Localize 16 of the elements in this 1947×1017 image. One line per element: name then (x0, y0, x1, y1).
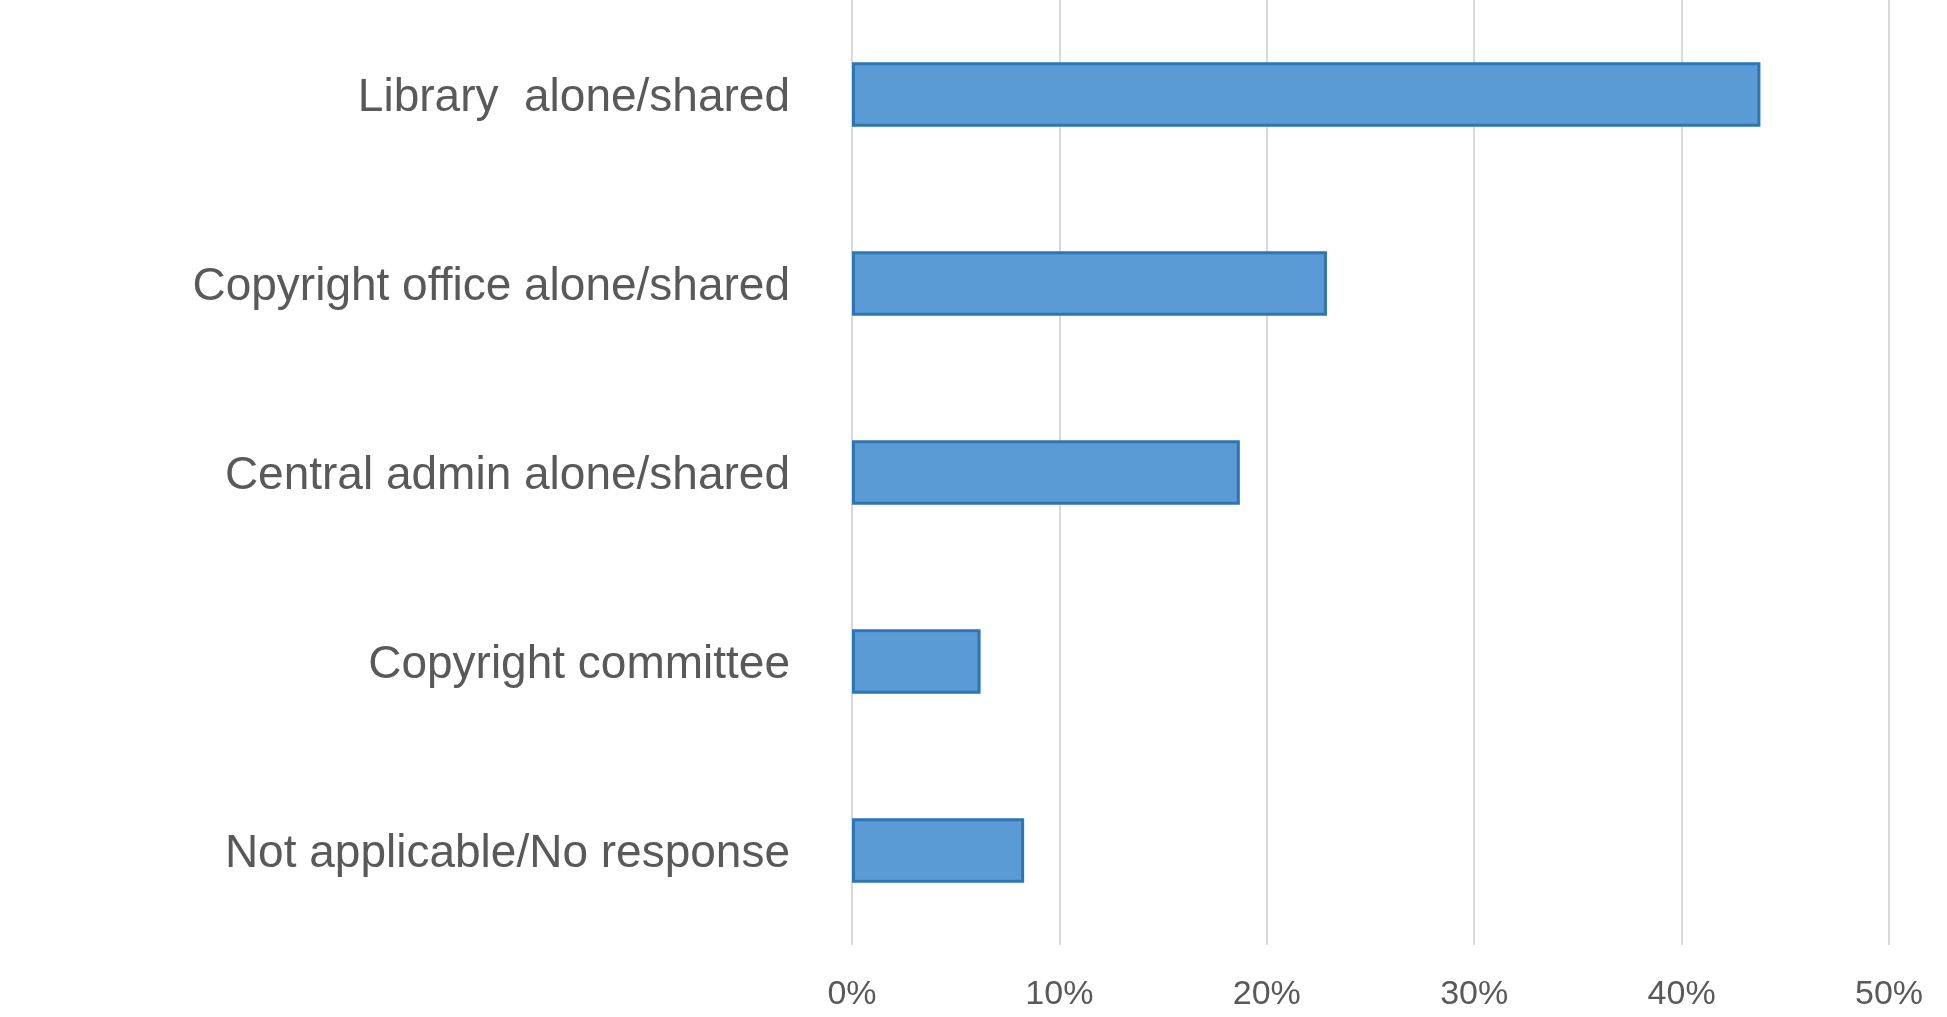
y-tick-label: Library alone/shared (357, 68, 790, 121)
bar (852, 62, 1761, 127)
x-tick-label: 50% (1854, 973, 1924, 1011)
x-tick-label: 20% (1232, 973, 1301, 1011)
y-tick-label: Not applicable/No response (224, 824, 790, 877)
x-tick-label: 30% (1440, 973, 1509, 1011)
bar (852, 818, 1025, 883)
y-tick-label: Central admin alone/shared (224, 446, 790, 499)
x-tick-label: 10% (1025, 973, 1094, 1011)
x-tick-label: 0% (827, 973, 877, 1011)
y-tick-label: Copyright committee (368, 635, 790, 688)
bar (852, 440, 1240, 505)
bar (852, 629, 981, 694)
bar (852, 251, 1327, 316)
x-tick-label: 40% (1647, 973, 1716, 1011)
y-tick-label: Copyright office alone/shared (192, 257, 790, 310)
